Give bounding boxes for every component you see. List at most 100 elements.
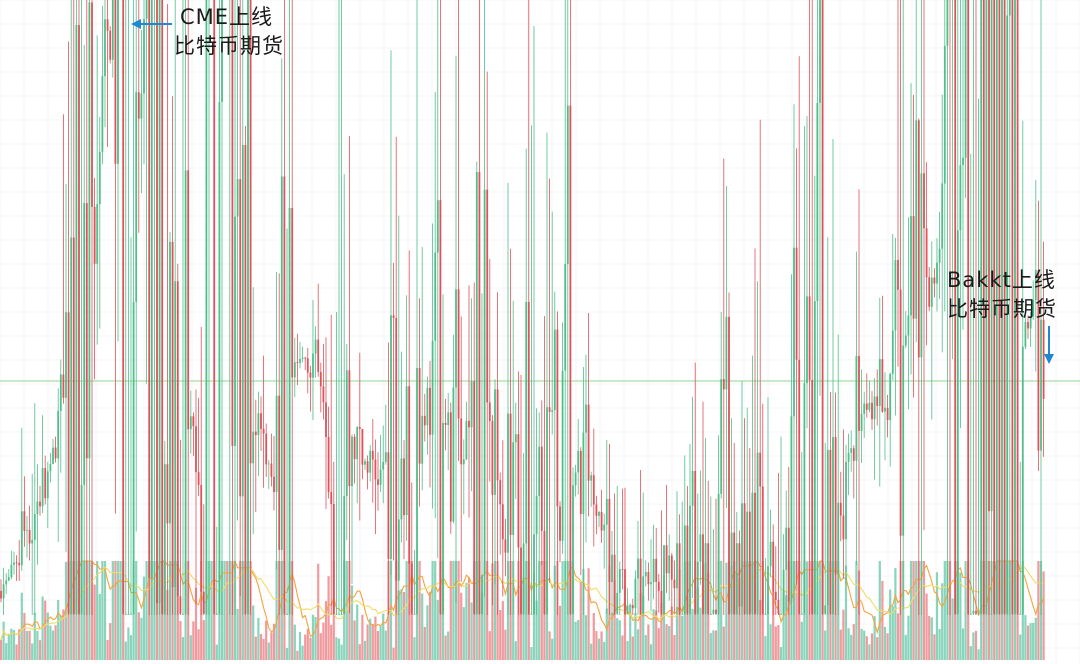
candle-body [837,502,840,575]
volume-bar [449,561,452,660]
candle-body [709,613,712,615]
volume-bar [883,626,887,660]
candle-body [124,613,127,615]
volume-bar [179,621,182,660]
candle-body [777,599,780,614]
candle-body [522,543,525,614]
volume-bar [353,620,356,660]
candle-body [592,475,595,505]
volume-bar [772,591,775,660]
volume-bar [379,626,382,660]
candle-body [265,433,268,465]
candle-body [397,519,400,581]
candle-body [590,475,593,481]
volume-bar [265,620,268,660]
volume-bar [930,617,933,660]
candle-body [356,427,359,460]
volume-bar [98,593,101,660]
volume-bar [31,643,34,660]
cme-annotation-line1: CME上线 [180,5,273,29]
volume-bar [613,580,616,660]
candle-body [793,247,795,417]
candle-body [408,386,411,564]
candle-body [231,0,234,446]
volume-bar [376,631,380,660]
candle-body [608,498,611,582]
candle-body [405,386,408,516]
volume-bar [605,608,608,660]
volume-bar [252,605,255,660]
volume-bar [20,592,23,660]
candle-body [70,237,73,614]
candle-body [462,459,465,465]
candle-body [57,410,60,459]
volume-bar [647,624,650,660]
volume-bar [904,634,907,660]
candle-body [478,172,481,614]
candle-body [257,413,260,436]
candle-body [988,0,990,512]
candle-body [75,25,78,614]
candle-body [455,289,457,388]
volume-bar [868,644,871,660]
candle-body [460,418,463,465]
candle-body [930,277,933,307]
candle-body [785,527,788,570]
volume-bar [600,631,603,660]
candle-body [655,558,658,582]
volume-bar [660,602,663,660]
candle-body [982,0,985,614]
volume-bar [309,637,312,660]
candle-body [475,172,478,614]
volume-bar [938,628,941,660]
volume-bar [540,561,543,660]
candle-body [754,492,756,614]
candle-body [369,450,372,473]
candle-body [829,449,832,614]
candle-body [163,464,166,614]
candle-body [959,165,962,231]
candle-body [780,613,782,615]
volume-bar [59,616,62,660]
candle-body [481,574,483,614]
volume-bar [785,595,788,660]
candle-body [553,329,556,411]
candle-body [1006,15,1009,614]
volume-bar [491,563,494,660]
candle-body [26,529,28,531]
candle-body [605,498,608,525]
volume-bar [2,621,5,660]
volume-bar [548,631,551,660]
candle-body [413,613,416,615]
volume-bar [662,575,666,660]
volume-bar [631,636,634,660]
candle-body [561,370,564,541]
candle-body [811,379,814,614]
candle-body [525,302,528,544]
volume-bar [418,561,421,660]
volume-bar [818,561,822,660]
volume-bar [1032,622,1035,660]
volume-bar [873,616,876,660]
volume-bar [93,584,96,660]
volume-bar [681,615,684,660]
volume-bar [621,635,624,660]
candle-body [491,421,494,495]
volume-bar [350,585,354,660]
volume-bar [54,625,57,660]
candle-body [579,451,582,515]
volume-bar [413,637,416,660]
volume-bar [358,644,361,660]
candle-body [639,558,642,614]
candle-body [543,530,546,614]
candle-body [327,436,330,493]
candle-body [436,200,439,253]
candle-body [681,613,684,615]
candle-body [106,19,109,31]
candle-body [93,206,96,264]
candle-body [65,312,67,398]
volume-bar [371,624,374,660]
candle-body [686,525,689,614]
candle-body [366,461,369,473]
volume-bar [400,589,403,660]
